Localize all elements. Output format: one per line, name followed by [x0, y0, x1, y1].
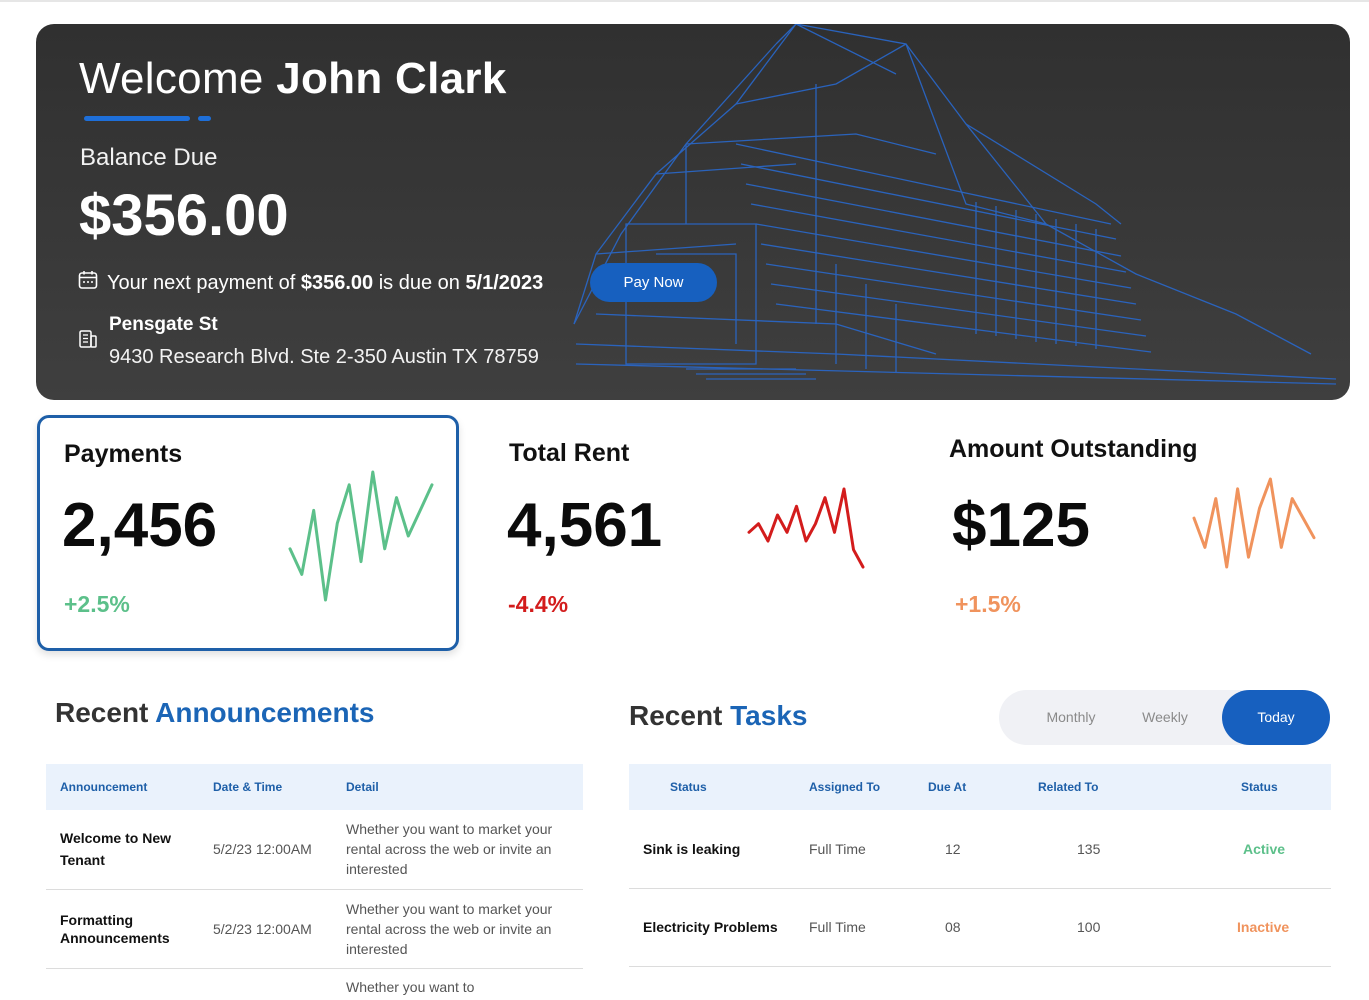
welcome-banner: Welcome John Clark Balance Due $356.00 Y…	[36, 24, 1350, 400]
card-change: +1.5%	[955, 591, 1021, 617]
card-change: +2.5%	[64, 591, 130, 617]
accent-dot	[198, 116, 211, 121]
announcements-table: Announcement Date & Time Detail Welcome …	[46, 764, 583, 1000]
payments-sparkline	[288, 470, 434, 602]
task-title: Electricity Problems	[629, 888, 796, 967]
total-rent-sparkline	[747, 487, 865, 569]
task-assigned: Full Time	[796, 888, 915, 967]
balance-amount: $356.00	[79, 183, 289, 248]
table-row[interactable]	[629, 966, 1331, 1000]
building-icon	[78, 329, 98, 354]
total-rent-card[interactable]: Total Rent 4,561 -4.4%	[483, 415, 903, 651]
table-row[interactable]: Welcome to New Tenant 5/2/23 12:00AM Whe…	[46, 810, 583, 890]
status-badge: Active	[1168, 810, 1331, 889]
amount-outstanding-sparkline	[1192, 477, 1316, 569]
column-header[interactable]: Announcement	[46, 764, 213, 810]
card-value: 2,456	[62, 491, 218, 560]
calendar-icon	[78, 270, 98, 296]
status-badge: Inactive	[1168, 888, 1331, 967]
toggle-monthly[interactable]: Monthly	[1046, 709, 1096, 725]
sparkline-path	[288, 470, 434, 602]
period-toggle: Monthly Weekly Today	[999, 690, 1330, 745]
user-name: John Clark	[276, 54, 507, 103]
table-header-row: Status Assigned To Due At Related To Sta…	[629, 764, 1331, 810]
accent-bar	[84, 116, 190, 121]
announcement-title: Welcome to New Tenant	[46, 810, 213, 890]
announcement-title	[46, 968, 213, 1000]
announcement-title: Formatting Announcements	[46, 889, 213, 969]
payments-card[interactable]: Payments 2,456 +2.5%	[37, 415, 459, 651]
announcement-detail: Whether you want to market your rental a…	[346, 889, 583, 969]
task-related: 135	[1025, 810, 1168, 889]
column-header[interactable]: Related To	[1025, 764, 1168, 810]
task-due: 08	[915, 888, 1025, 967]
building-illustration	[573, 24, 1337, 385]
table-row[interactable]: Electricity Problems Full Time 08 100 In…	[629, 888, 1331, 967]
card-value: 4,561	[507, 491, 663, 560]
toggle-weekly[interactable]: Weekly	[1142, 709, 1188, 725]
table-row[interactable]: Formatting Announcements 5/2/23 12:00AM …	[46, 889, 583, 969]
welcome-heading: Welcome John Clark	[79, 54, 507, 103]
task-title: Sink is leaking	[629, 810, 796, 889]
task-assigned: Full Time	[796, 810, 915, 889]
tasks-table: Status Assigned To Due At Related To Sta…	[629, 764, 1331, 1000]
card-title: Payments	[64, 440, 183, 468]
top-divider	[0, 0, 1369, 2]
column-header[interactable]: Due At	[915, 764, 1025, 810]
address-line: 9430 Research Blvd. Ste 2-350 Austin TX …	[109, 346, 539, 368]
amount-outstanding-card[interactable]: Amount Outstanding $125 +1.5%	[930, 415, 1350, 651]
table-row[interactable]: Sink is leaking Full Time 12 135 Active	[629, 810, 1331, 889]
table-header-row: Announcement Date & Time Detail	[46, 764, 583, 810]
card-title: Total Rent	[509, 439, 630, 467]
card-title: Amount Outstanding	[949, 435, 1198, 463]
balance-label: Balance Due	[80, 144, 218, 171]
announcement-date: 5/2/23 12:00AM	[213, 810, 346, 890]
toggle-today[interactable]: Today	[1222, 690, 1330, 745]
address-street: Pensgate St	[109, 314, 218, 335]
announcement-detail: Whether you want to	[346, 968, 583, 1000]
sparkline-path	[1192, 477, 1316, 569]
column-header[interactable]: Assigned To	[796, 764, 915, 810]
sparkline-path	[747, 487, 865, 569]
task-related: 100	[1025, 888, 1168, 967]
table-row[interactable]: Whether you want to	[46, 968, 583, 1000]
column-header[interactable]: Status	[1168, 764, 1331, 810]
tasks-title: Recent Tasks	[629, 700, 808, 731]
task-due: 12	[915, 810, 1025, 889]
column-header[interactable]: Detail	[346, 764, 583, 810]
announcement-date	[213, 968, 346, 1000]
pay-now-button[interactable]: Pay Now	[590, 263, 717, 302]
next-payment-info: Your next payment of $356.00 is due on 5…	[78, 270, 543, 296]
column-header[interactable]: Date & Time	[213, 764, 346, 810]
column-header[interactable]: Status	[629, 764, 796, 810]
announcement-detail: Whether you want to market your rental a…	[346, 810, 583, 890]
announcements-title: Recent Announcements	[55, 697, 375, 728]
card-value: $125	[952, 491, 1090, 560]
announcement-date: 5/2/23 12:00AM	[213, 889, 346, 969]
card-change: -4.4%	[508, 591, 569, 617]
